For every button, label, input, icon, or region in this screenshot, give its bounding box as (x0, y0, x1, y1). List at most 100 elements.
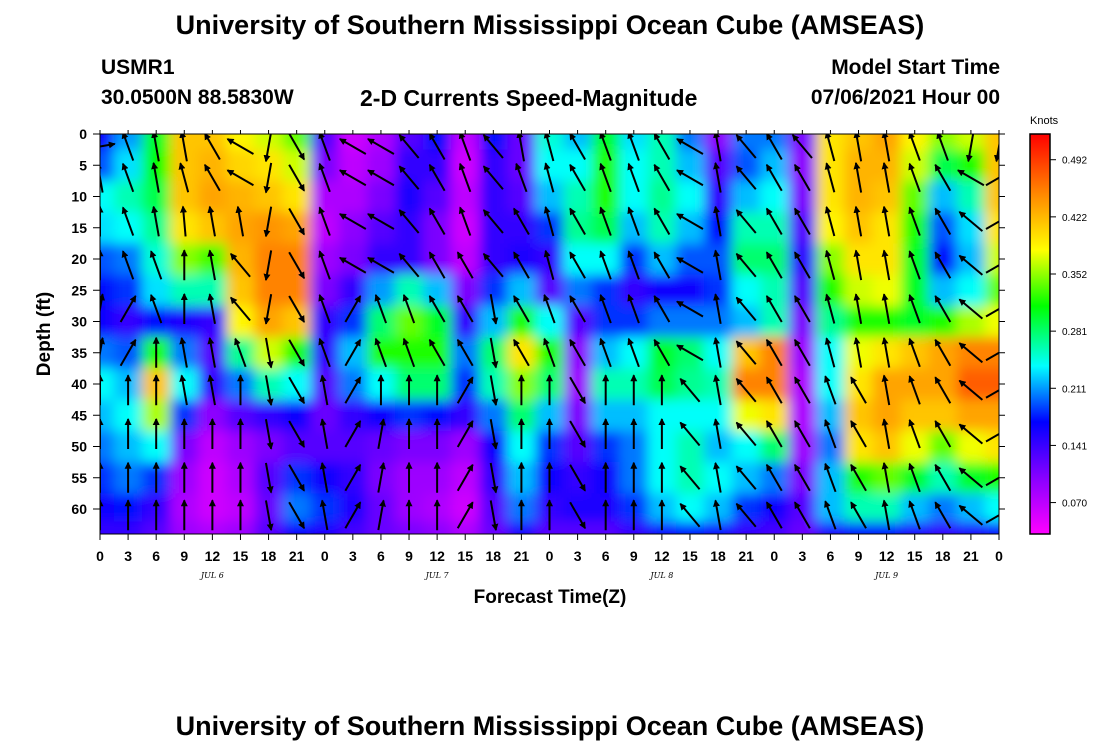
current-vector-arrow (319, 499, 329, 531)
heatmap-cell (928, 399, 958, 432)
current-vector-arrow (398, 134, 420, 159)
heatmap-cell (254, 180, 284, 213)
heatmap-cell (788, 243, 817, 276)
current-vector-arrow (543, 134, 555, 162)
current-vector-arrow (735, 377, 757, 403)
heatmap-cell (704, 399, 733, 432)
current-vector-arrow (456, 295, 474, 323)
heatmap-cell (282, 212, 312, 244)
heatmap-cell (563, 180, 593, 213)
heatmap-cell (198, 180, 227, 213)
heatmap-cell (100, 493, 115, 522)
heatmap-cell (451, 368, 480, 401)
current-vector-arrow (881, 161, 891, 193)
current-vector-arrow (482, 209, 504, 234)
current-vector-arrow (119, 338, 137, 367)
current-vector-arrow (881, 374, 891, 406)
current-vector-arrow (263, 162, 273, 194)
current-vector-arrow (151, 134, 160, 162)
current-vector-arrow (264, 419, 274, 450)
heatmap-cell (900, 399, 930, 432)
heatmap-cell (928, 521, 958, 534)
heatmap-cell (479, 399, 508, 432)
current-vector-arrow (569, 420, 586, 448)
heatmap-cell (338, 134, 368, 151)
heatmap-cell (900, 274, 930, 307)
current-vector-arrow (793, 338, 811, 367)
current-vector-arrow (908, 250, 921, 280)
heatmap-cell (591, 212, 621, 244)
heatmap-cell (760, 493, 789, 522)
heatmap-cell (844, 180, 874, 213)
heatmap-cell (872, 180, 902, 213)
x-tick-label: 6 (152, 548, 160, 564)
current-vector-arrow (985, 476, 999, 487)
current-vector-arrow (958, 467, 984, 489)
y-tick-label: 10 (71, 189, 87, 205)
current-vector-arrow (458, 134, 472, 161)
heatmap-cell (198, 149, 227, 182)
heatmap-cell (675, 305, 705, 338)
heatmap-cell (956, 521, 986, 534)
heatmap-cell (732, 212, 761, 244)
heatmap-cell (226, 134, 256, 151)
heatmap-cell (647, 149, 677, 182)
current-vector-arrow (599, 206, 612, 236)
current-vector-arrow (264, 462, 274, 494)
y-tick-label: 50 (71, 439, 87, 455)
heatmap-cell (591, 180, 621, 213)
current-vector-arrow (793, 251, 811, 279)
current-vector-arrow (993, 140, 999, 163)
current-vector-arrow (908, 134, 921, 161)
heatmap-cell (142, 134, 171, 151)
current-vector-arrow (402, 337, 416, 368)
current-vector-arrow (934, 251, 952, 279)
y-tick-label: 45 (71, 407, 87, 423)
current-vector-arrow (735, 296, 757, 322)
current-vector-arrow (881, 293, 891, 324)
heatmap-cell (535, 243, 565, 276)
heatmap-cell (872, 134, 902, 151)
current-vector-arrow (149, 293, 163, 324)
x-tick-label: 21 (514, 548, 530, 564)
chart-title-top: University of Southern Mississippi Ocean… (175, 10, 925, 40)
x-tick-label: 3 (798, 548, 806, 564)
current-vector-arrow (318, 162, 331, 193)
plot-title: 2-D Currents Speed-Magnitude (360, 85, 698, 111)
x-tick-label: 18 (486, 548, 502, 564)
heatmap-cell (675, 493, 705, 522)
current-vector-arrow (934, 501, 952, 529)
current-vector-arrow (765, 376, 783, 404)
heatmap-cell (900, 368, 930, 401)
heatmap-cell (142, 274, 171, 307)
heatmap-cell (479, 243, 508, 276)
heatmap-cell (816, 212, 845, 244)
current-vector-arrow (513, 251, 530, 279)
heatmap-cell (338, 521, 368, 534)
y-tick-label: 5 (79, 157, 87, 173)
current-vector-arrow (288, 464, 306, 492)
current-vector-arrow (178, 162, 190, 193)
heatmap-cell (732, 399, 761, 432)
heatmap-cell (100, 149, 115, 182)
heatmap-cell (563, 274, 593, 307)
current-vector-arrow (824, 293, 836, 324)
heatmap-cell (844, 274, 874, 307)
heatmap-cell (451, 274, 480, 307)
current-vector-arrow (263, 206, 273, 238)
heatmap-cell (282, 180, 312, 213)
current-vector-arrow (367, 213, 395, 230)
heatmap-cell (310, 212, 340, 244)
x-tick-label: 6 (602, 548, 610, 564)
current-vector-arrow (288, 164, 306, 192)
current-vector-arrow (765, 501, 783, 529)
current-vector-arrow (881, 336, 891, 368)
y-tick-label: 30 (71, 314, 87, 330)
heatmap-cell (338, 180, 368, 213)
current-vector-arrow (226, 169, 254, 187)
current-vector-arrow (853, 293, 863, 324)
current-vector-arrow (958, 211, 984, 232)
current-vector-arrow (850, 376, 867, 404)
current-vector-arrow (824, 206, 836, 237)
